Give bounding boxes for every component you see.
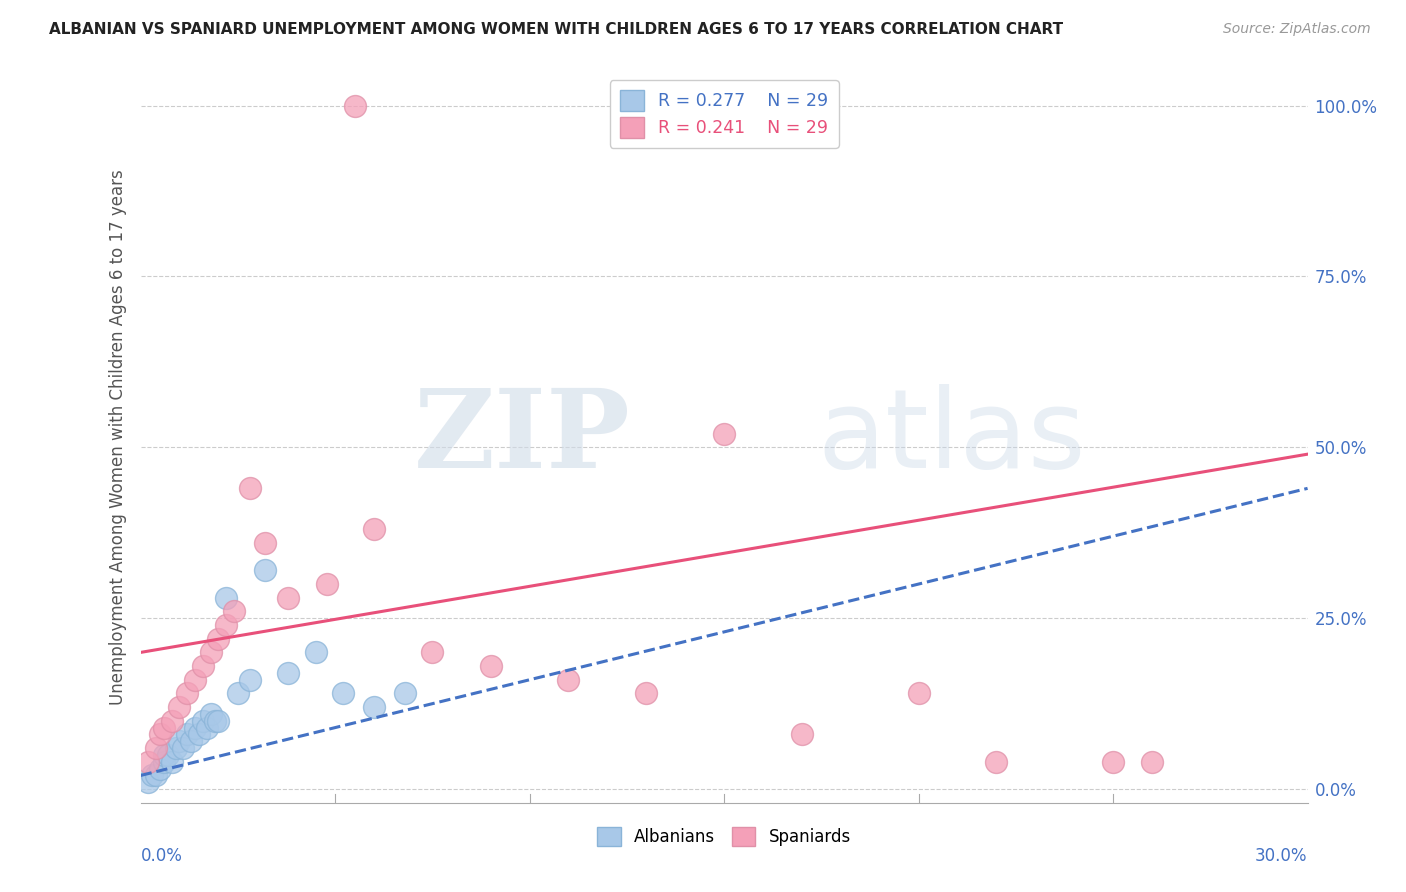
Point — [254, 536, 277, 550]
Point — [713, 426, 735, 441]
Point — [160, 714, 183, 728]
Point — [180, 734, 202, 748]
Point — [1140, 755, 1163, 769]
Point — [138, 775, 160, 789]
Point — [238, 481, 260, 495]
Point — [184, 721, 207, 735]
Point — [316, 577, 339, 591]
Point — [145, 768, 167, 782]
Text: Source: ZipAtlas.com: Source: ZipAtlas.com — [1223, 22, 1371, 37]
Point — [176, 727, 198, 741]
Point — [169, 734, 191, 748]
Point — [204, 714, 226, 728]
Point — [195, 721, 218, 735]
Point — [907, 686, 929, 700]
Legend: Albanians, Spaniards: Albanians, Spaniards — [591, 821, 858, 853]
Point — [153, 721, 176, 735]
Point — [145, 741, 167, 756]
Point — [557, 673, 579, 687]
Point — [169, 700, 191, 714]
Point — [479, 659, 502, 673]
Point — [277, 665, 299, 680]
Point — [422, 645, 444, 659]
Point — [238, 673, 260, 687]
Point — [254, 563, 277, 577]
Point — [222, 604, 245, 618]
Point — [343, 98, 366, 112]
Text: ZIP: ZIP — [413, 384, 631, 491]
Y-axis label: Unemployment Among Women with Children Ages 6 to 17 years: Unemployment Among Women with Children A… — [108, 169, 127, 705]
Point — [172, 741, 194, 756]
Point — [207, 714, 229, 728]
Text: atlas: atlas — [817, 384, 1085, 491]
Point — [149, 727, 172, 741]
Point — [200, 645, 222, 659]
Point — [636, 686, 658, 700]
Point — [363, 522, 385, 536]
Text: 30.0%: 30.0% — [1256, 847, 1308, 864]
Point — [207, 632, 229, 646]
Point — [191, 659, 214, 673]
Point — [153, 747, 176, 762]
Point — [790, 727, 813, 741]
Point — [363, 700, 385, 714]
Point — [149, 762, 172, 776]
Point — [277, 591, 299, 605]
Point — [184, 673, 207, 687]
Text: 0.0%: 0.0% — [141, 847, 183, 864]
Point — [226, 686, 249, 700]
Point — [156, 747, 179, 762]
Point — [986, 755, 1008, 769]
Point — [305, 645, 328, 659]
Point — [138, 755, 160, 769]
Point — [160, 755, 183, 769]
Point — [165, 741, 187, 756]
Point — [176, 686, 198, 700]
Point — [332, 686, 354, 700]
Point — [153, 755, 176, 769]
Point — [200, 706, 222, 721]
Point — [141, 768, 163, 782]
Point — [394, 686, 416, 700]
Text: ALBANIAN VS SPANIARD UNEMPLOYMENT AMONG WOMEN WITH CHILDREN AGES 6 TO 17 YEARS C: ALBANIAN VS SPANIARD UNEMPLOYMENT AMONG … — [49, 22, 1063, 37]
Point — [188, 727, 211, 741]
Point — [1102, 755, 1125, 769]
Point — [215, 618, 238, 632]
Point — [191, 714, 214, 728]
Point — [215, 591, 238, 605]
